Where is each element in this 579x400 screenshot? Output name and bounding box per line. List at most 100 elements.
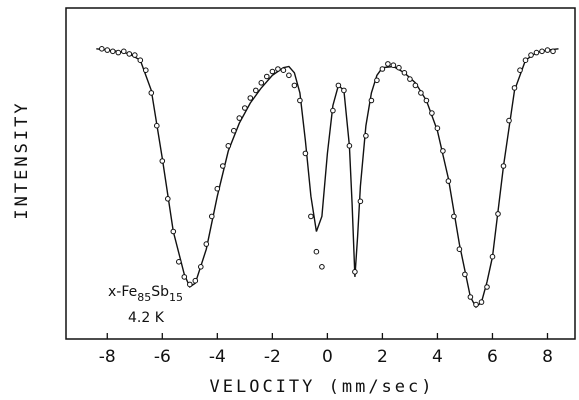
- data-point: [297, 97, 303, 104]
- x-tick-label: 4: [432, 347, 443, 367]
- data-point: [495, 211, 501, 217]
- data-point: [165, 196, 171, 202]
- data-point: [291, 82, 298, 89]
- data-point: [341, 87, 347, 94]
- data-point: [203, 241, 210, 247]
- data-point: [451, 213, 457, 220]
- x-tick-label: 0: [322, 347, 333, 367]
- data-point: [379, 66, 386, 72]
- data-point: [121, 48, 127, 55]
- data-point: [286, 72, 292, 79]
- data-point: [192, 277, 199, 284]
- data-point: [214, 185, 221, 192]
- data-point: [319, 264, 325, 270]
- data-point: [137, 57, 144, 64]
- data-point: [506, 117, 512, 124]
- data-points: [99, 46, 556, 308]
- data-point: [522, 57, 529, 64]
- data-point: [258, 80, 265, 86]
- data-point: [132, 52, 138, 58]
- data-point: [346, 143, 353, 149]
- data-point: [269, 68, 276, 75]
- data-point: [407, 76, 413, 82]
- data-point: [154, 122, 160, 129]
- data-point: [385, 61, 391, 67]
- data-point: [484, 284, 490, 290]
- data-point: [275, 66, 281, 72]
- x-tick-label: 6: [487, 347, 498, 367]
- data-point: [533, 49, 540, 56]
- x-tick-label: 2: [377, 347, 388, 367]
- data-point: [412, 82, 419, 89]
- data-point: [401, 70, 408, 76]
- temperature-label: 4.2 K: [128, 310, 165, 326]
- data-point: [209, 213, 215, 220]
- data-point: [500, 163, 507, 169]
- y-axis-label: INTENSITY: [12, 100, 32, 219]
- data-point: [253, 87, 259, 94]
- data-point: [462, 271, 468, 278]
- data-point: [104, 47, 111, 53]
- data-point: [396, 64, 402, 71]
- x-axis-ticks: [106, 333, 549, 339]
- data-point: [225, 143, 232, 149]
- data-point: [440, 148, 446, 154]
- data-point: [280, 67, 287, 73]
- data-point: [550, 48, 556, 55]
- data-point: [159, 158, 166, 164]
- data-point: [126, 51, 133, 57]
- data-point: [170, 228, 177, 235]
- data-point: [467, 294, 474, 300]
- data-point: [110, 48, 116, 55]
- data-point: [528, 52, 534, 58]
- data-point: [352, 269, 358, 275]
- x-tick-label: -2: [264, 347, 281, 367]
- data-point: [423, 97, 430, 104]
- data-point: [445, 178, 452, 184]
- data-point: [220, 163, 226, 169]
- data-point: [242, 105, 248, 111]
- x-tick-label: 8: [542, 347, 553, 367]
- data-point: [511, 85, 518, 91]
- data-point: [429, 110, 435, 116]
- x-axis-label: VELOCITY (mm/sec): [210, 377, 435, 397]
- data-point: [198, 264, 204, 270]
- data-point: [99, 46, 105, 52]
- data-point: [308, 213, 314, 220]
- data-point: [236, 115, 243, 121]
- data-point: [330, 107, 336, 114]
- data-point: [302, 150, 309, 157]
- data-point: [456, 246, 463, 252]
- data-point: [313, 248, 320, 255]
- data-point: [517, 67, 523, 73]
- sample-label: x-Fe85Sb15: [108, 284, 183, 304]
- data-point: [187, 281, 193, 288]
- data-point: [434, 125, 441, 131]
- data-point: [357, 198, 364, 205]
- data-point: [390, 62, 397, 68]
- plot-frame: [65, 7, 576, 340]
- data-point: [176, 259, 182, 265]
- fit-curve: [96, 48, 559, 309]
- data-point: [418, 90, 424, 96]
- data-point: [335, 82, 342, 89]
- data-point: [489, 253, 496, 260]
- data-point: [264, 73, 270, 80]
- x-tick-label: -6: [154, 347, 171, 367]
- data-point: [544, 47, 551, 53]
- data-point: [143, 67, 149, 73]
- data-point: [539, 48, 545, 55]
- data-point: [363, 133, 369, 139]
- data-point: [374, 77, 380, 84]
- data-point: [247, 95, 254, 101]
- x-tick-label: -8: [99, 347, 116, 367]
- x-tick-label: -4: [209, 347, 226, 367]
- x-axis-tick-labels: -8 -6 -4 -2 0 2 4 6 8: [99, 347, 553, 367]
- data-point: [148, 90, 155, 96]
- data-point: [478, 299, 485, 305]
- data-point: [231, 127, 237, 134]
- data-point: [473, 301, 479, 308]
- data-point: [181, 274, 188, 280]
- data-point: [368, 97, 375, 104]
